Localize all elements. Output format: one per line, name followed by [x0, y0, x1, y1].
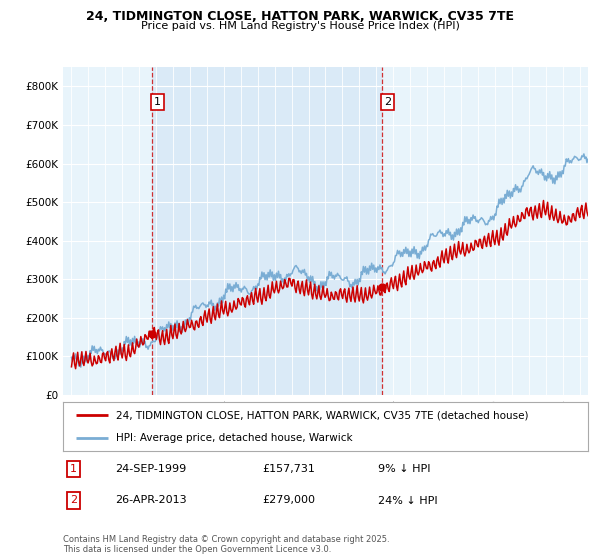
- Text: £279,000: £279,000: [263, 496, 316, 506]
- Bar: [152, 67, 382, 395]
- Text: Price paid vs. HM Land Registry's House Price Index (HPI): Price paid vs. HM Land Registry's House …: [140, 21, 460, 31]
- Text: £157,731: £157,731: [263, 464, 316, 474]
- Text: 9% ↓ HPI: 9% ↓ HPI: [378, 464, 431, 474]
- Text: 1: 1: [154, 97, 161, 107]
- Text: 24-SEP-1999: 24-SEP-1999: [115, 464, 187, 474]
- Text: HPI: Average price, detached house, Warwick: HPI: Average price, detached house, Warw…: [115, 433, 352, 443]
- Text: 2: 2: [70, 496, 77, 506]
- Text: 24, TIDMINGTON CLOSE, HATTON PARK, WARWICK, CV35 7TE: 24, TIDMINGTON CLOSE, HATTON PARK, WARWI…: [86, 10, 514, 23]
- Text: Contains HM Land Registry data © Crown copyright and database right 2025.
This d: Contains HM Land Registry data © Crown c…: [63, 535, 389, 554]
- Text: 24, TIDMINGTON CLOSE, HATTON PARK, WARWICK, CV35 7TE (detached house): 24, TIDMINGTON CLOSE, HATTON PARK, WARWI…: [115, 410, 528, 421]
- Text: 2: 2: [384, 97, 391, 107]
- Text: 24% ↓ HPI: 24% ↓ HPI: [378, 496, 437, 506]
- Text: 1: 1: [70, 464, 77, 474]
- Text: 26-APR-2013: 26-APR-2013: [115, 496, 187, 506]
